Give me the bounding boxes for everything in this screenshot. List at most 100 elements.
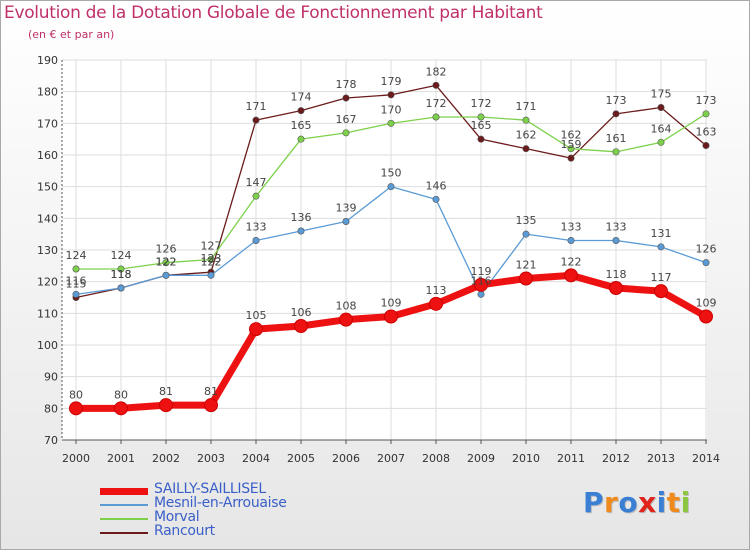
data-label: 179 [381,75,402,88]
x-tick-label: 2000 [62,452,90,465]
data-point [432,195,440,203]
y-tick-label: 100 [37,339,58,352]
data-label: 178 [336,78,357,91]
data-label: 163 [696,126,717,139]
data-point [117,284,125,292]
data-label: 171 [246,100,267,113]
data-label: 116 [66,274,87,287]
data-label: 122 [156,255,177,268]
logo-letter: P [583,486,605,519]
legend-item-sailly-saillisel: SAILLY-SAILLISEL [100,481,400,498]
data-label: 122 [156,255,177,268]
data-label: 165 [291,119,312,132]
data-point [342,129,350,137]
data-point [72,290,80,298]
x-tick-label: 2011 [557,452,585,465]
data-point [474,277,488,292]
data-label: 122 [561,255,582,268]
x-tick-label: 2012 [602,452,630,465]
data-point [702,142,710,150]
data-label: 167 [336,113,357,126]
data-label: 123 [201,252,222,265]
y-tick-label: 130 [37,244,58,257]
legend-label-morval: Morval [154,509,200,525]
data-label: 172 [426,97,447,110]
logo-letter: i [656,486,667,519]
data-point [387,91,395,99]
legend-label-mesnil-en-arrouaise: Mesnil-en-Arrouaise [154,495,287,511]
data-point [432,113,440,121]
y-tick-label: 190 [37,54,58,67]
data-point [384,309,398,324]
y-tick-label: 120 [37,276,58,289]
x-tick-label: 2001 [107,452,135,465]
data-label: 174 [291,91,312,104]
x-tick-label: 2004 [242,452,270,465]
legend-item-morval: Morval [100,509,400,526]
data-label: 81 [159,385,173,398]
chart-title: Evolution de la Dotation Globale de Fonc… [4,3,543,23]
data-point [567,154,575,162]
data-label: 162 [561,129,582,142]
data-label: 133 [606,221,627,234]
data-label: 119 [471,265,492,278]
y-tick-label: 140 [37,212,58,225]
legend-swatch-sailly-saillisel [100,488,148,495]
data-point [252,192,260,200]
data-point [657,243,665,251]
x-tick-label: 2002 [152,452,180,465]
legend-label-rancourt: Rancourt [154,523,215,539]
data-label: 131 [651,227,672,240]
data-point [522,145,530,153]
y-tick-label: 80 [44,402,58,415]
data-point [477,113,485,121]
x-tick-label: 2014 [692,452,720,465]
logo-letter: t [666,486,681,519]
x-tick-label: 2008 [422,452,450,465]
data-label: 122 [201,255,222,268]
y-tick-label: 180 [37,86,58,99]
data-point [567,237,575,245]
data-point [252,116,260,124]
data-label: 173 [696,94,717,107]
legend-swatch-mesnil-en-arrouaise [100,504,148,506]
data-label: 106 [291,306,312,319]
data-point [564,268,578,283]
data-label: 136 [291,211,312,224]
data-label: 182 [426,65,447,78]
data-label: 124 [111,249,132,262]
data-label: 118 [111,268,132,281]
data-label: 133 [561,221,582,234]
data-point [162,259,170,267]
y-tick-label: 90 [44,371,58,384]
data-point [477,290,485,298]
x-tick-label: 2003 [197,452,225,465]
data-label: 80 [114,388,128,401]
y-tick-label: 150 [37,181,58,194]
data-label: 173 [606,94,627,107]
legend-item-mesnil-en-arrouaise: Mesnil-en-Arrouaise [100,495,400,512]
data-label: 147 [246,176,267,189]
data-label: 127 [201,240,222,253]
data-point [519,271,533,286]
data-point [699,309,713,324]
data-point [654,284,668,299]
x-tick-label: 2013 [647,452,675,465]
data-point [612,110,620,118]
data-point [612,148,620,156]
data-point [702,110,710,118]
data-point [432,81,440,89]
data-point [387,183,395,191]
data-point [207,271,215,279]
logo-letter: r [604,486,619,519]
data-point [387,119,395,127]
data-point [339,312,353,327]
data-point [342,218,350,226]
data-label: 162 [516,129,537,142]
data-point [522,230,530,238]
data-label: 172 [471,97,492,110]
legend-swatch-morval [100,518,148,520]
data-label: 118 [111,268,132,281]
data-point [657,104,665,112]
